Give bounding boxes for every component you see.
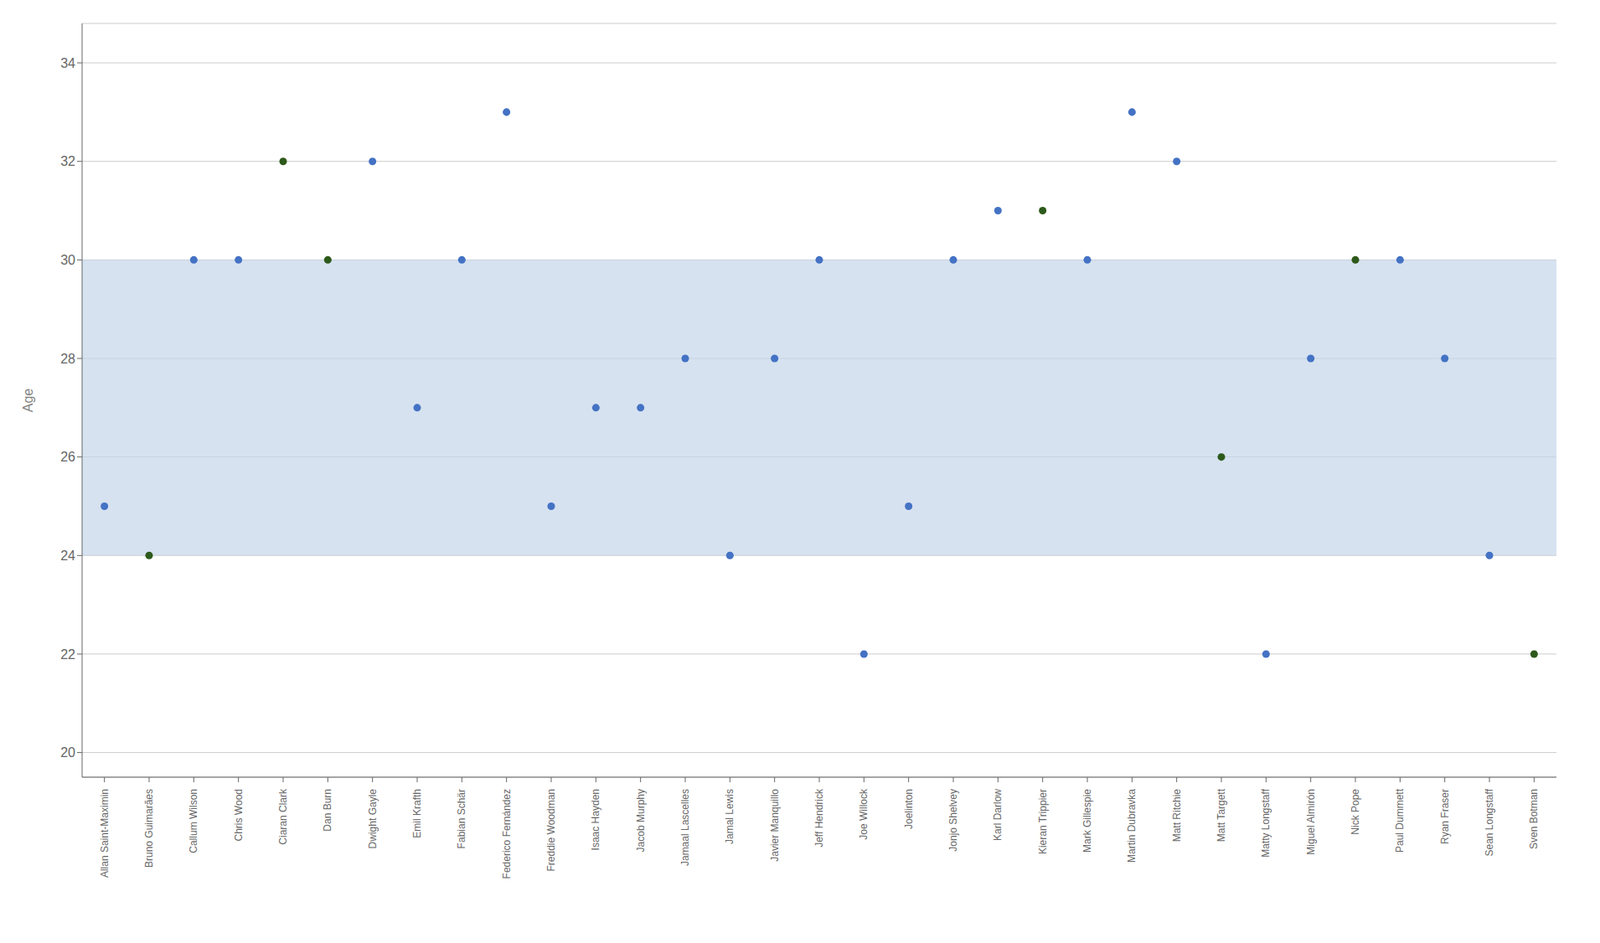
svg-text:Age: Age xyxy=(20,388,36,413)
svg-text:30: 30 xyxy=(60,252,76,268)
svg-text:Sean Longstaff: Sean Longstaff xyxy=(1483,788,1496,857)
svg-text:Kieran Trippier: Kieran Trippier xyxy=(1037,789,1049,855)
svg-text:Ryan Fraser: Ryan Fraser xyxy=(1439,789,1451,845)
svg-text:Miguel Almirón: Miguel Almirón xyxy=(1305,789,1317,856)
svg-text:Karl Darlow: Karl Darlow xyxy=(991,789,1004,842)
svg-text:Federico Fernández: Federico Fernández xyxy=(500,789,513,879)
svg-text:34: 34 xyxy=(60,56,76,71)
svg-text:Allan Saint-Maximin: Allan Saint-Maximin xyxy=(98,789,111,878)
svg-text:Paul Dummett: Paul Dummett xyxy=(1393,788,1406,853)
svg-text:Nick Pope: Nick Pope xyxy=(1349,789,1362,836)
svg-text:32: 32 xyxy=(60,154,76,169)
svg-text:Jacob Murphy: Jacob Murphy xyxy=(634,789,647,852)
svg-text:Freddie Woodman: Freddie Woodman xyxy=(545,789,558,873)
svg-text:Bruno Guimarães: Bruno Guimarães xyxy=(143,789,155,868)
svg-text:26: 26 xyxy=(60,449,76,465)
svg-text:20: 20 xyxy=(60,745,76,760)
svg-text:Jamal Lewis: Jamal Lewis xyxy=(723,789,736,845)
svg-text:Isaac Hayden: Isaac Hayden xyxy=(589,789,602,851)
svg-text:24: 24 xyxy=(60,548,76,563)
svg-text:28: 28 xyxy=(60,351,76,367)
svg-text:Matt Targett: Matt Targett xyxy=(1215,788,1228,842)
svg-text:Jonjo Shelvey: Jonjo Shelvey xyxy=(947,789,960,852)
svg-text:Jeff Hendrick: Jeff Hendrick xyxy=(813,788,826,848)
svg-text:Callum Wilson: Callum Wilson xyxy=(187,789,200,854)
svg-text:Joelinton: Joelinton xyxy=(903,789,915,830)
svg-text:Ciaran Clark: Ciaran Clark xyxy=(277,788,290,846)
svg-text:22: 22 xyxy=(60,647,76,662)
svg-text:Matt Ritchie: Matt Ritchie xyxy=(1171,789,1183,843)
svg-text:Chris Wood: Chris Wood xyxy=(232,789,245,842)
svg-text:Jamaal Lascelles: Jamaal Lascelles xyxy=(679,789,692,867)
svg-text:Fabian Schär: Fabian Schär xyxy=(455,789,468,849)
svg-text:Dan Burn: Dan Burn xyxy=(321,789,334,832)
svg-text:Sven Botman: Sven Botman xyxy=(1527,789,1540,850)
svg-text:Dwight Gayle: Dwight Gayle xyxy=(366,789,379,850)
svg-text:Joe Willock: Joe Willock xyxy=(857,788,870,841)
svg-text:Javier Manquillo: Javier Manquillo xyxy=(769,789,781,862)
svg-text:Emil Krafth: Emil Krafth xyxy=(411,789,424,839)
svg-text:Matty Longstaff: Matty Longstaff xyxy=(1259,788,1272,857)
svg-text:Martin Dubravka: Martin Dubravka xyxy=(1125,789,1138,863)
svg-text:Mark Gillespie: Mark Gillespie xyxy=(1081,789,1094,853)
